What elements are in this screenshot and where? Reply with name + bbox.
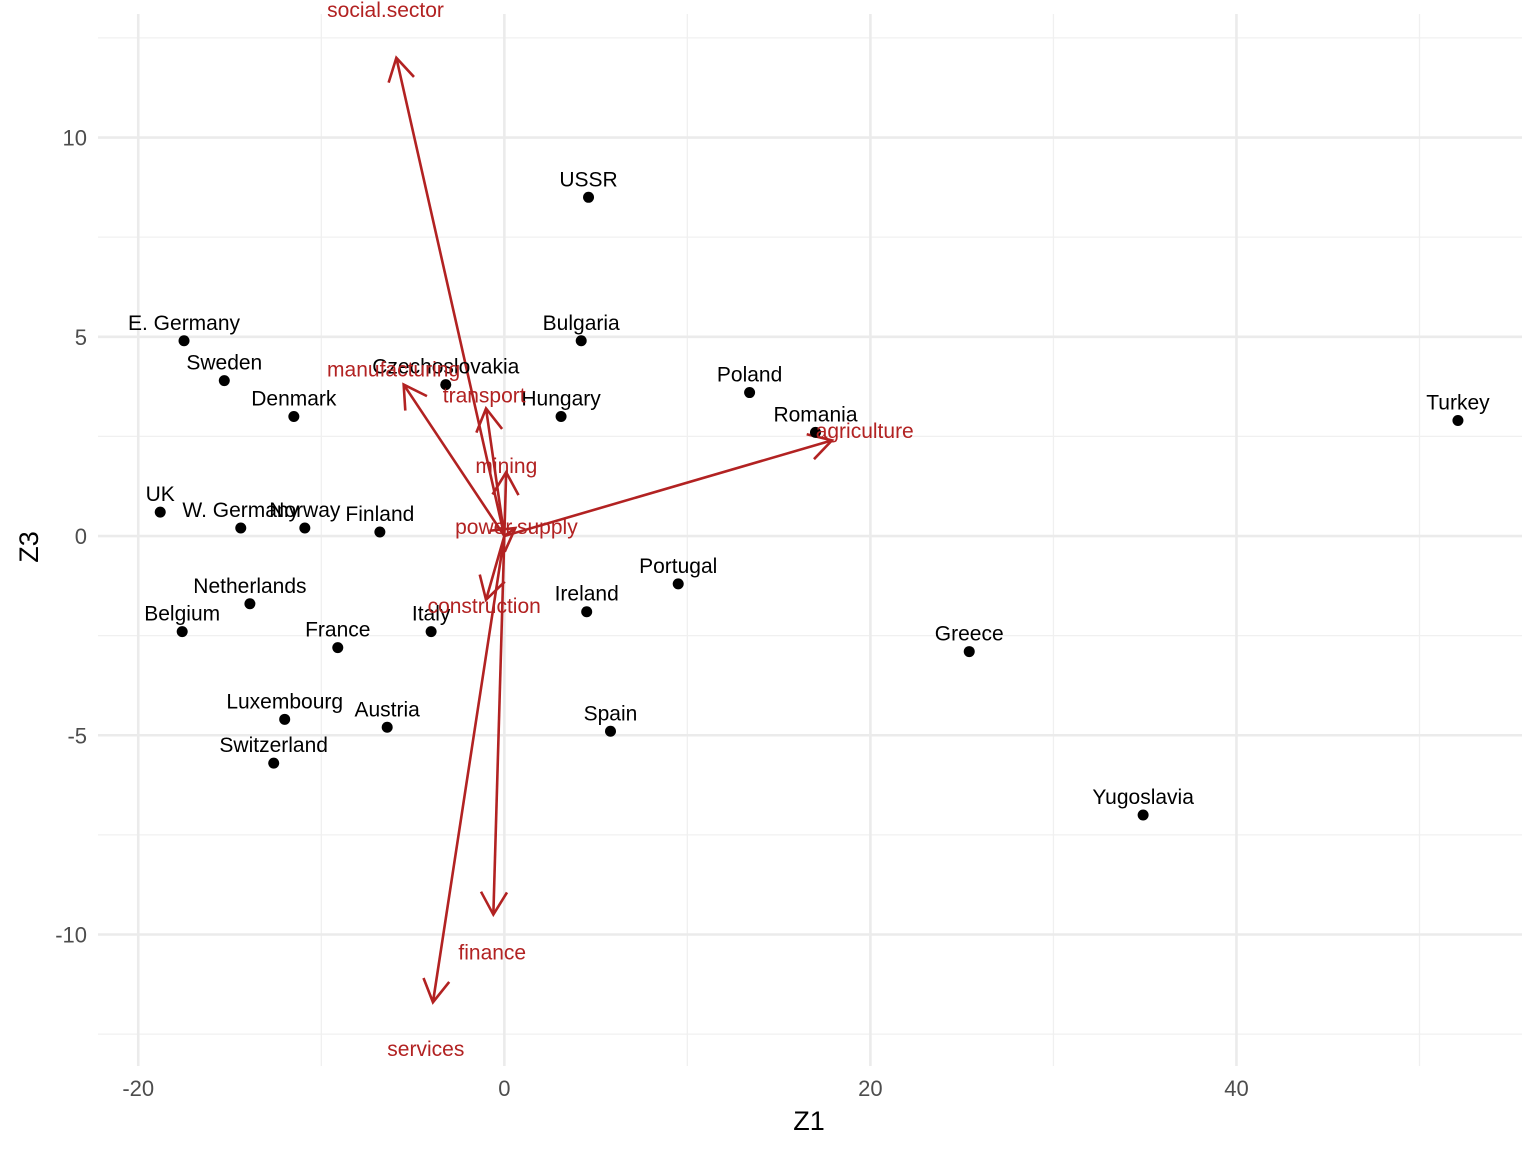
point-label: E. Germany <box>128 312 241 335</box>
point-label: Romania <box>773 403 857 426</box>
point-label: France <box>305 619 370 642</box>
loading-arrow-line <box>395 57 506 537</box>
arrowhead <box>475 405 504 434</box>
loading-arrow-line <box>431 535 506 1003</box>
loading-label: agriculture <box>816 420 914 443</box>
loading-label: services <box>387 1038 464 1061</box>
x-axis-title: Z1 <box>793 1106 825 1136</box>
data-point <box>575 335 587 347</box>
x-tick-label: 40 <box>1224 1076 1248 1101</box>
loading-labels: social.sector manufacturing transport minin… <box>327 0 914 1061</box>
y-tick-label: 10 <box>63 126 87 151</box>
data-point <box>154 506 166 518</box>
x-tick-label: -20 <box>122 1076 154 1101</box>
point-label: Hungary <box>521 387 601 410</box>
point-label: Spain <box>584 702 638 725</box>
x-tick-label: 20 <box>858 1076 882 1101</box>
data-point <box>604 725 616 737</box>
data-point <box>809 426 821 438</box>
data-point <box>279 713 291 725</box>
data-point <box>1452 414 1464 426</box>
point-label: Ireland <box>555 583 619 606</box>
y-axis-title: Z3 <box>14 531 44 563</box>
point-label: Portugal <box>639 555 717 578</box>
data-points <box>154 191 1464 821</box>
loading-arrow-line <box>492 535 506 915</box>
arrowhead <box>478 574 506 603</box>
point-label: Switzerland <box>219 734 328 757</box>
y-tick-label: -5 <box>67 723 87 748</box>
point-label: USSR <box>559 168 617 191</box>
point-label: Italy <box>412 603 451 626</box>
y-tick-labels: -10 -5 0 5 10 <box>55 126 87 948</box>
loading-label: construction <box>428 595 541 618</box>
point-label: Denmark <box>251 387 337 410</box>
point-label: Finland <box>345 503 414 526</box>
arrowhead <box>479 891 509 918</box>
data-point <box>555 410 567 422</box>
data-point <box>1137 809 1149 821</box>
loading-arrow-line <box>402 383 506 537</box>
data-point <box>440 379 452 391</box>
data-point <box>268 757 280 769</box>
minor-gridlines <box>98 14 1522 1066</box>
loading-arrow-line <box>484 408 506 537</box>
data-point <box>235 522 247 534</box>
point-label: UK <box>146 483 175 506</box>
data-point <box>332 642 344 654</box>
arrowhead <box>387 55 415 84</box>
data-point <box>963 646 975 658</box>
data-point <box>244 598 256 610</box>
point-label: Netherlands <box>193 575 306 598</box>
point-label: Luxembourg <box>226 690 343 713</box>
data-point <box>672 578 684 590</box>
loading-arrow-line <box>484 535 506 601</box>
data-point <box>218 375 230 387</box>
point-label: Poland <box>717 364 782 387</box>
point-label: Yugoslavia <box>1092 786 1194 809</box>
point-label: W. Germany <box>182 499 299 522</box>
data-point <box>288 410 300 422</box>
loading-label: transport <box>443 385 526 408</box>
y-tick-label: 0 <box>75 524 87 549</box>
data-point <box>381 721 393 733</box>
point-label: Norway <box>269 499 341 522</box>
point-label: Sweden <box>186 352 262 375</box>
arrowhead <box>402 382 428 411</box>
point-label: Turkey <box>1426 391 1490 414</box>
point-label: Greece <box>935 623 1004 646</box>
data-point <box>299 522 311 534</box>
point-label: Czechoslovakia <box>372 356 519 379</box>
loading-label: social.sector <box>327 0 444 22</box>
point-label: Austria <box>355 698 421 721</box>
point-labels: E. Germany Sweden Denmark Czechoslovakia UK W… <box>128 168 1490 809</box>
data-point <box>374 526 386 538</box>
data-point <box>744 387 756 399</box>
arrowhead <box>422 977 451 1005</box>
data-point <box>176 626 188 638</box>
y-tick-label: 5 <box>75 325 87 350</box>
loading-label: mining <box>475 455 537 478</box>
x-tick-labels: -20 0 20 40 <box>122 1076 1248 1101</box>
data-point <box>583 191 595 203</box>
data-point <box>581 606 593 618</box>
point-label: Bulgaria <box>543 312 620 335</box>
data-point <box>425 626 437 638</box>
data-point <box>178 335 190 347</box>
loading-arrow-line <box>503 439 833 538</box>
arrowhead <box>489 526 518 553</box>
loading-arrow-line <box>503 472 508 537</box>
x-tick-label: 0 <box>498 1076 510 1101</box>
point-label: Belgium <box>144 603 220 626</box>
loading-label: power.supply <box>455 516 578 539</box>
arrowhead <box>491 469 520 496</box>
loading-label: manufacturing <box>327 358 460 381</box>
y-tick-label: -10 <box>55 923 87 948</box>
loading-label: finance <box>458 941 526 964</box>
major-gridlines <box>98 14 1522 1066</box>
